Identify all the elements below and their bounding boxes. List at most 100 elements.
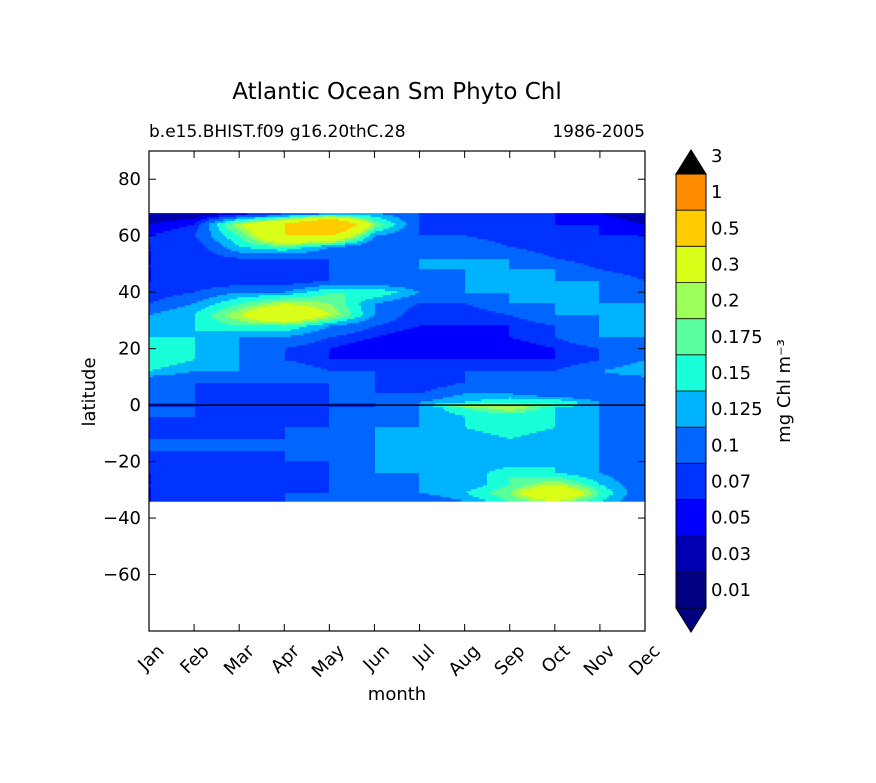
contour-cell bbox=[319, 249, 528, 252]
contour-cell bbox=[545, 429, 600, 432]
contour-cell bbox=[149, 309, 170, 312]
colorbar-tick-label: 0.125 bbox=[711, 399, 763, 420]
contour-cell bbox=[149, 489, 152, 492]
contour-cell bbox=[235, 243, 254, 246]
contour-cell bbox=[149, 451, 286, 454]
contour-cell bbox=[275, 241, 308, 244]
contour-cell bbox=[353, 215, 372, 218]
contour-cell bbox=[149, 245, 206, 248]
contour-cell bbox=[337, 321, 360, 324]
contour-cell bbox=[509, 299, 600, 302]
contour-cell bbox=[229, 229, 240, 232]
contour-cell bbox=[311, 331, 356, 334]
contour-cell bbox=[623, 273, 645, 276]
contour-cell bbox=[495, 311, 556, 314]
contour-cell bbox=[195, 235, 212, 238]
contour-cell bbox=[555, 309, 645, 312]
contour-cell bbox=[153, 313, 196, 316]
contour-cell bbox=[227, 293, 294, 296]
contour-cell bbox=[407, 309, 488, 312]
contour-cell bbox=[465, 269, 556, 272]
contour-cell bbox=[599, 439, 645, 442]
contour-cell bbox=[211, 235, 226, 238]
contour-cell bbox=[267, 305, 310, 308]
contour-cell bbox=[279, 297, 346, 300]
contour-cell bbox=[329, 263, 420, 266]
x-tick-label: Nov bbox=[580, 640, 620, 680]
contour-cell bbox=[195, 349, 240, 352]
contour-cell bbox=[239, 363, 306, 366]
contour-cell bbox=[257, 307, 318, 310]
contour-cell bbox=[235, 233, 246, 236]
contour-cell bbox=[355, 317, 370, 320]
colorbar-segment bbox=[676, 210, 706, 247]
contour-cell bbox=[599, 471, 645, 474]
contour-cell bbox=[465, 373, 620, 376]
contour-cell bbox=[465, 419, 556, 422]
contour-cell bbox=[375, 441, 600, 444]
contour-cell bbox=[599, 467, 645, 470]
contour-cell bbox=[419, 421, 466, 424]
contour-cell bbox=[597, 481, 620, 484]
contour-cell bbox=[375, 305, 414, 308]
contour-cell bbox=[227, 315, 244, 318]
contour-cell bbox=[235, 215, 268, 218]
contour-cell bbox=[235, 219, 250, 222]
contour-cell bbox=[149, 453, 286, 456]
contour-cell bbox=[471, 489, 494, 492]
contour-cell bbox=[285, 427, 376, 430]
contour-cell bbox=[465, 381, 645, 384]
contour-cell bbox=[599, 459, 645, 462]
contour-cell bbox=[419, 215, 556, 218]
contour-cell bbox=[395, 331, 510, 334]
contour-cell bbox=[153, 301, 198, 304]
contour-cell bbox=[153, 375, 376, 378]
contour-cell bbox=[495, 241, 645, 244]
contour-cell bbox=[315, 341, 356, 344]
contour-cell bbox=[329, 483, 420, 486]
x-tick-label: Aug bbox=[445, 641, 485, 681]
contour-cell bbox=[415, 293, 510, 296]
contour-cell bbox=[195, 313, 212, 316]
contour-cell bbox=[239, 361, 298, 364]
contour-cell bbox=[465, 407, 490, 410]
contour-cell bbox=[329, 491, 420, 494]
contour-cell bbox=[183, 293, 228, 296]
contour-cell bbox=[395, 223, 408, 226]
contour-cell bbox=[599, 349, 645, 352]
contour-cell bbox=[375, 309, 408, 312]
contour-cell bbox=[525, 407, 540, 410]
contour-cell bbox=[599, 315, 645, 318]
contour-cell bbox=[371, 337, 514, 340]
contour-cell bbox=[391, 293, 416, 296]
contour-cell bbox=[603, 499, 622, 502]
contour-cell bbox=[375, 235, 468, 238]
contour-cell bbox=[481, 399, 562, 402]
contour-cell bbox=[587, 345, 645, 348]
contour-cell bbox=[327, 317, 342, 320]
contour-cell bbox=[557, 369, 606, 372]
colorbar-tick-label: 0.175 bbox=[711, 327, 763, 348]
contour-cell bbox=[255, 239, 266, 242]
contour-cell bbox=[241, 313, 330, 316]
contour-cell bbox=[595, 267, 645, 270]
colorbar-tick-label: 0.2 bbox=[711, 291, 740, 312]
contour-cell bbox=[201, 241, 220, 244]
contour-cell bbox=[195, 385, 330, 388]
contour-cell bbox=[563, 339, 645, 342]
contour-cell bbox=[329, 467, 376, 470]
contour-cell bbox=[239, 229, 250, 232]
contour-cell bbox=[419, 325, 510, 328]
contour-cell bbox=[375, 443, 600, 446]
contour-cell bbox=[307, 215, 324, 218]
contour-cell bbox=[151, 477, 330, 480]
contour-cell bbox=[207, 247, 228, 250]
contour-cell bbox=[465, 273, 556, 276]
contour-cell bbox=[249, 219, 266, 222]
contour-cell bbox=[373, 315, 402, 318]
contour-cell bbox=[573, 487, 586, 490]
contour-cell bbox=[341, 313, 352, 316]
contour-cell bbox=[285, 429, 376, 432]
contour-cell bbox=[511, 493, 522, 496]
contour-cell bbox=[195, 387, 330, 390]
